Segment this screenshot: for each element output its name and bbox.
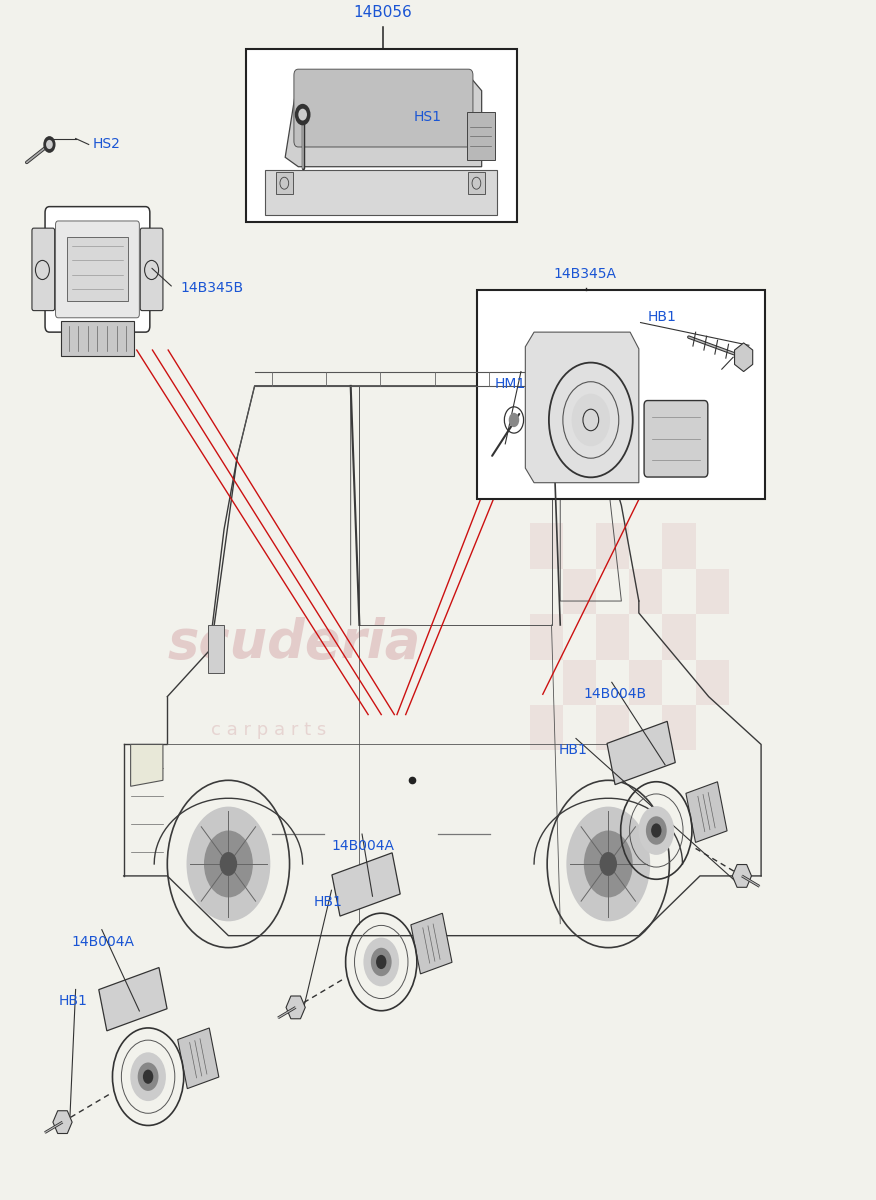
FancyBboxPatch shape — [530, 614, 563, 660]
FancyBboxPatch shape — [662, 706, 696, 750]
Polygon shape — [332, 853, 400, 916]
Text: scuderia: scuderia — [167, 617, 420, 668]
Text: HB1: HB1 — [559, 744, 588, 757]
FancyBboxPatch shape — [563, 569, 596, 614]
Text: HB1: HB1 — [647, 310, 676, 324]
FancyBboxPatch shape — [246, 49, 517, 222]
Circle shape — [509, 413, 519, 427]
Text: 14B004A: 14B004A — [331, 839, 394, 853]
Circle shape — [639, 806, 675, 854]
FancyBboxPatch shape — [294, 70, 473, 146]
Text: HS2: HS2 — [93, 138, 121, 151]
Polygon shape — [286, 76, 482, 167]
FancyBboxPatch shape — [563, 660, 596, 706]
Text: 14B004A: 14B004A — [71, 935, 134, 949]
Polygon shape — [131, 744, 163, 786]
Circle shape — [187, 806, 271, 922]
Circle shape — [299, 109, 307, 120]
Circle shape — [376, 955, 386, 970]
Polygon shape — [286, 996, 305, 1019]
FancyBboxPatch shape — [276, 173, 293, 194]
Circle shape — [646, 816, 667, 845]
Circle shape — [204, 830, 253, 898]
Polygon shape — [208, 625, 224, 673]
Circle shape — [567, 806, 650, 922]
FancyBboxPatch shape — [477, 290, 766, 499]
FancyBboxPatch shape — [696, 660, 729, 706]
Polygon shape — [526, 332, 639, 482]
Text: 14B345A: 14B345A — [554, 266, 616, 281]
Text: 14B345B: 14B345B — [180, 281, 244, 295]
Circle shape — [583, 830, 632, 898]
Circle shape — [572, 394, 610, 446]
Text: HS1: HS1 — [413, 110, 442, 124]
FancyBboxPatch shape — [662, 523, 696, 569]
Circle shape — [220, 852, 237, 876]
FancyBboxPatch shape — [530, 523, 563, 569]
FancyBboxPatch shape — [55, 221, 139, 318]
Circle shape — [138, 1062, 159, 1091]
Text: 14B056: 14B056 — [354, 5, 413, 20]
Polygon shape — [732, 864, 752, 887]
FancyBboxPatch shape — [140, 228, 163, 311]
Circle shape — [295, 104, 310, 125]
Circle shape — [131, 1052, 166, 1102]
FancyBboxPatch shape — [629, 569, 662, 614]
Polygon shape — [53, 1111, 72, 1134]
Polygon shape — [411, 913, 452, 974]
Text: c a r p a r t s: c a r p a r t s — [211, 721, 326, 739]
FancyBboxPatch shape — [45, 206, 150, 332]
FancyBboxPatch shape — [67, 236, 128, 301]
FancyBboxPatch shape — [662, 614, 696, 660]
Circle shape — [599, 852, 617, 876]
FancyBboxPatch shape — [644, 401, 708, 478]
Polygon shape — [607, 721, 675, 785]
FancyBboxPatch shape — [60, 322, 134, 356]
Text: HB1: HB1 — [58, 995, 87, 1008]
Circle shape — [46, 140, 53, 149]
Circle shape — [143, 1069, 153, 1084]
Circle shape — [651, 823, 661, 838]
Circle shape — [364, 937, 399, 986]
FancyBboxPatch shape — [596, 523, 629, 569]
Polygon shape — [99, 967, 167, 1031]
FancyBboxPatch shape — [467, 113, 495, 161]
FancyBboxPatch shape — [32, 228, 54, 311]
FancyBboxPatch shape — [596, 706, 629, 750]
Text: HB1: HB1 — [314, 895, 343, 910]
Text: HM1: HM1 — [495, 377, 526, 390]
FancyBboxPatch shape — [596, 614, 629, 660]
Polygon shape — [178, 1028, 219, 1088]
FancyBboxPatch shape — [265, 170, 498, 215]
Circle shape — [43, 136, 55, 152]
Text: 14B004B: 14B004B — [583, 688, 647, 701]
FancyBboxPatch shape — [696, 569, 729, 614]
FancyBboxPatch shape — [530, 706, 563, 750]
Circle shape — [371, 948, 392, 976]
FancyBboxPatch shape — [468, 173, 485, 194]
Polygon shape — [686, 781, 727, 842]
FancyBboxPatch shape — [629, 660, 662, 706]
Polygon shape — [735, 343, 752, 372]
